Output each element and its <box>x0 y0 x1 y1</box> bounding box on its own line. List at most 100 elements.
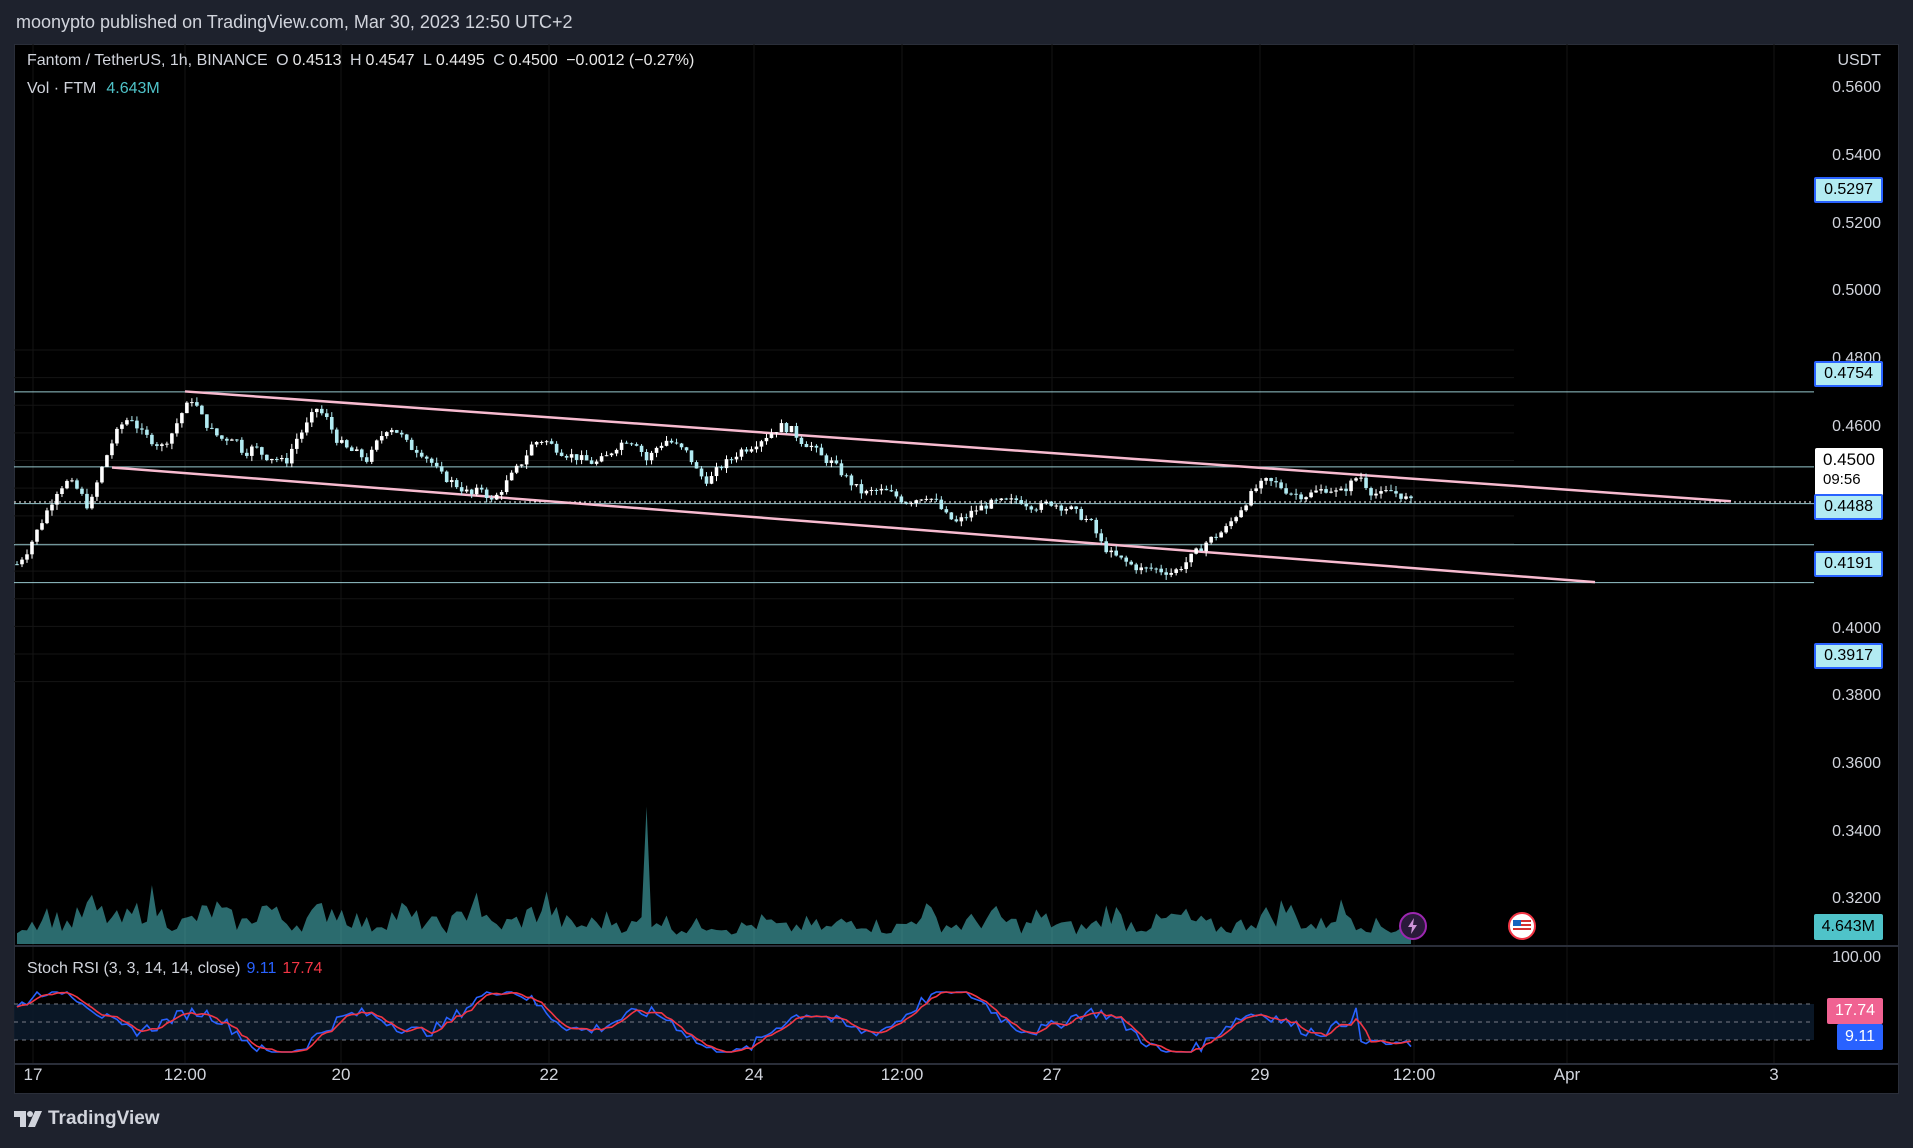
candle-body <box>1204 542 1208 552</box>
candle-body <box>65 480 69 489</box>
candle-body <box>1079 509 1084 520</box>
candle-body <box>634 444 639 446</box>
candle-body <box>909 503 914 505</box>
us-flag-event-icon[interactable] <box>1508 912 1536 940</box>
candle-body <box>749 449 754 452</box>
candle-body <box>1159 568 1163 573</box>
tradingview-brand[interactable]: TradingView <box>14 1108 160 1130</box>
time-tick: 24 <box>744 1065 764 1084</box>
candle-body <box>1309 492 1313 498</box>
candle-body <box>999 498 1004 501</box>
candle-body <box>185 402 189 414</box>
candle-body <box>439 466 444 472</box>
candle-body <box>739 449 744 457</box>
price-tick: 0.4600 <box>1832 418 1881 435</box>
candle-body <box>354 449 359 451</box>
candle-body <box>1409 496 1413 499</box>
candle-body <box>464 489 469 492</box>
volume-value: 4.643M <box>106 80 160 97</box>
candle-body <box>190 402 194 404</box>
candle-body <box>944 509 949 513</box>
candle-body <box>769 433 774 438</box>
candle-body <box>649 452 654 461</box>
candle-body <box>1004 498 1009 500</box>
time-tick: 12:00 <box>163 1065 207 1084</box>
high-label: H <box>349 52 362 69</box>
time-tick: 20 <box>331 1065 351 1084</box>
candle-body <box>504 480 509 493</box>
candle-body <box>774 432 779 434</box>
candle-body <box>1259 480 1263 489</box>
candle-body <box>579 455 584 460</box>
candle-body <box>120 424 124 429</box>
candle-body <box>1384 490 1388 492</box>
volume-legend[interactable]: Vol · FTM 4.643M <box>27 80 160 98</box>
candle-body <box>1209 536 1213 543</box>
candle-body <box>130 420 134 422</box>
candle-body <box>275 458 279 460</box>
level-tag-0.5297[interactable]: 0.5297 <box>1814 177 1883 203</box>
candle-body <box>200 405 204 415</box>
candle-body <box>794 426 799 438</box>
candle-body <box>290 448 294 464</box>
candle-body <box>1084 518 1089 520</box>
candle-body <box>844 475 849 477</box>
candle-body <box>709 476 714 484</box>
candle-body <box>1024 504 1029 507</box>
candle-body <box>1149 567 1153 569</box>
publisher-line[interactable]: moonypto published on TradingView.com, M… <box>16 12 573 32</box>
level-tag-0.4754[interactable]: 0.4754 <box>1814 361 1883 387</box>
candle-body <box>280 457 284 460</box>
candle-body <box>1039 503 1044 510</box>
candle-body <box>1404 496 1408 499</box>
stoch-rsi-legend[interactable]: Stoch RSI (3, 3, 14, 14, close) 9.11 17.74 <box>27 960 322 978</box>
candle-body <box>125 420 129 425</box>
candle-body <box>265 454 269 461</box>
candle-body <box>914 500 919 504</box>
candle-body <box>45 510 49 524</box>
candle-body <box>864 490 869 494</box>
candle-body <box>1234 517 1238 522</box>
candle-body <box>359 449 364 458</box>
level-tag-0.4191[interactable]: 0.4191 <box>1814 551 1883 577</box>
candle-body <box>1389 490 1393 492</box>
candle-body <box>894 491 899 497</box>
candle-body <box>1359 477 1363 479</box>
time-tick: 12:00 <box>1392 1065 1436 1084</box>
chart-canvas[interactable] <box>14 44 1899 1094</box>
candle-body <box>334 429 339 443</box>
publish-header: moonypto published on TradingView.com, M… <box>0 0 1913 44</box>
candle-body <box>604 455 609 457</box>
candle-body <box>1244 505 1248 511</box>
currency-label[interactable]: USDT <box>1837 52 1881 69</box>
candle-body <box>434 462 439 467</box>
volume-area <box>17 806 1411 944</box>
candle-body <box>1074 506 1079 510</box>
candle-body <box>329 417 334 430</box>
change-value: −0.0012 (−0.27%) <box>566 52 695 69</box>
candle-body <box>155 444 159 446</box>
candle-body <box>979 505 984 511</box>
price-tick: 0.3800 <box>1832 687 1881 704</box>
candle-body <box>694 462 699 469</box>
candle-body <box>1019 500 1024 505</box>
candle-body <box>110 443 114 456</box>
candle-body <box>299 432 304 439</box>
candle-body <box>1399 493 1403 499</box>
candle-body <box>1249 491 1253 506</box>
candle-body <box>919 499 924 501</box>
level-tag-0.3917[interactable]: 0.3917 <box>1814 643 1883 669</box>
last-price-tag[interactable]: 0.4500 09:56 <box>1815 448 1883 496</box>
candle-body <box>245 452 249 456</box>
candle-body <box>974 510 979 512</box>
level-tag-0.4488[interactable]: 0.4488 <box>1814 494 1883 520</box>
candle-body <box>704 476 709 484</box>
candle-body <box>364 457 369 462</box>
candle-body <box>839 463 844 476</box>
candle-body <box>499 492 504 495</box>
candle-body <box>544 441 549 443</box>
lightning-icon[interactable] <box>1399 912 1427 940</box>
candle-body <box>569 454 574 458</box>
symbol-name[interactable]: Fantom / TetherUS, 1h, BINANCE <box>27 52 268 69</box>
candle-body <box>989 499 994 509</box>
